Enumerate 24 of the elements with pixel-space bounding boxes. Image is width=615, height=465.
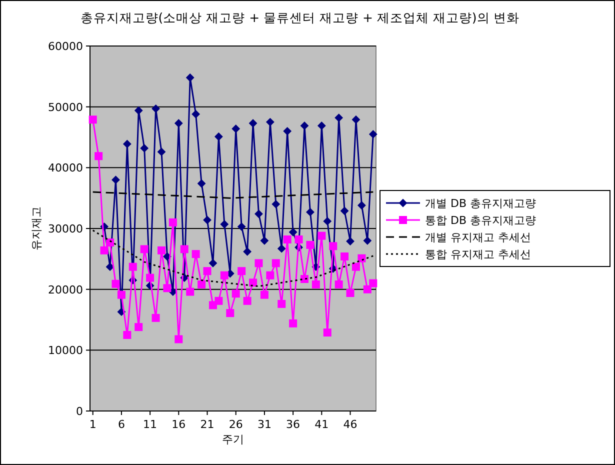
- x-axis-title: 주기: [222, 433, 244, 446]
- legend-label: 통합 DB 총유지재고량: [425, 214, 536, 227]
- x-tick-label: 36: [286, 418, 300, 431]
- x-tick-label: 26: [228, 418, 243, 431]
- legend-label: 통합 유지재고 추세선: [425, 248, 531, 261]
- x-tick-label: 11: [143, 418, 158, 431]
- legend-label: 개별 유지재고 추세선: [425, 231, 531, 244]
- y-tick-label: 40000: [48, 162, 83, 175]
- legend-label: 개별 DB 총유지재고량: [425, 197, 536, 210]
- x-tick-label: 46: [343, 418, 358, 431]
- y-tick-label: 0: [76, 405, 83, 418]
- y-axis-title: 유지재고: [30, 206, 43, 250]
- x-tick-label: 41: [314, 418, 329, 431]
- y-tick-label: 50000: [48, 100, 83, 114]
- y-tick-label: 10000: [48, 344, 83, 358]
- y-tick-label: 60000: [48, 40, 83, 53]
- x-tick-label: 16: [172, 418, 186, 431]
- y-tick-label: 20000: [48, 283, 83, 296]
- x-tick-label: 21: [200, 418, 214, 431]
- x-tick-label: 31: [257, 418, 272, 431]
- x-tick-label: 6: [118, 418, 125, 431]
- y-tick-label: 30000: [48, 222, 83, 236]
- x-tick-label: 1: [89, 418, 96, 431]
- title: 총유지재고량(소매상 재고량 + 물류센터 재고량 + 제조업체 재고량)의 변화: [80, 10, 520, 25]
